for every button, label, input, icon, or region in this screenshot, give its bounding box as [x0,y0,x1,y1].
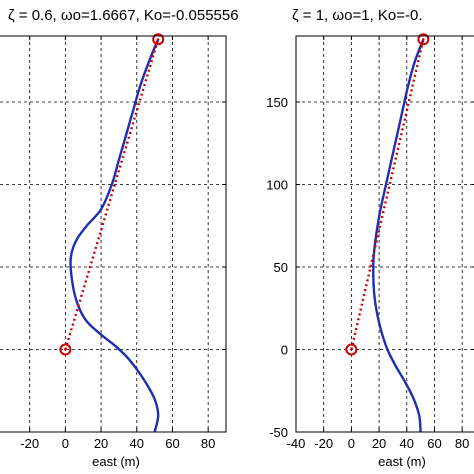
x-tick-label: 40 [130,436,144,451]
waypoint-marker [152,33,165,46]
plot-frame-right [295,35,474,433]
plot-frame-left [0,35,227,433]
waypoint-marker [59,343,72,356]
x-tick-label: 80 [455,436,469,451]
waypoint-marker-dot [156,38,160,41]
x-axis-label-left: east (m) [92,454,140,469]
chart-title-right: ζ = 1, ωo=1, Ko=-0. [292,7,423,24]
x-tick-label: -20 [20,436,39,451]
x-tick-label: 20 [372,436,386,451]
series-line-straight-path [64,38,160,350]
waypoint-marker-dot [422,38,425,41]
waypoint-marker-dot [350,348,353,351]
series-line-trajectory [372,38,425,432]
x-tick-label: -20 [314,436,333,451]
series-group-right [350,38,425,432]
plot-area-right [296,36,474,432]
y-tick-label: 50 [274,260,288,275]
waypoint-marker-dot [64,348,67,351]
y-tick-label: 100 [266,178,288,193]
tick-labels-right: -40 -20 0 20 40 60 80 -50 0 50 100 150 [266,36,474,451]
x-tick-label: 60 [427,436,441,451]
chart-panel-right: -40 -20 0 20 40 60 80 -50 0 50 100 150 ζ = 1, ωo=1,… [266,7,474,469]
marker-group-left [59,33,165,356]
x-tick-label: 60 [165,436,179,451]
x-axis-label-right: east (m) [378,454,426,469]
x-tick-label: -40 [287,436,306,451]
plot-area-left [0,36,226,432]
chart-title-left: ζ = 0.6, ωo=1.6667, Ko=-0.055556 [8,7,239,24]
waypoint-marker [345,343,358,356]
y-tick-label: 150 [266,95,288,110]
x-tick-label: 20 [94,436,108,451]
x-tick-label: 80 [201,436,215,451]
marker-group-right [345,33,430,356]
y-tick-label: -50 [269,425,288,440]
y-tick-label: 0 [281,343,288,358]
x-tick-label: 0 [348,436,355,451]
series-group-left [64,38,160,432]
x-tick-label: 40 [400,436,414,451]
waypoint-marker [417,33,430,46]
series-line-straight-path [350,39,425,350]
series-line-trajectory [69,38,160,432]
x-tick-label: 0 [62,436,69,451]
